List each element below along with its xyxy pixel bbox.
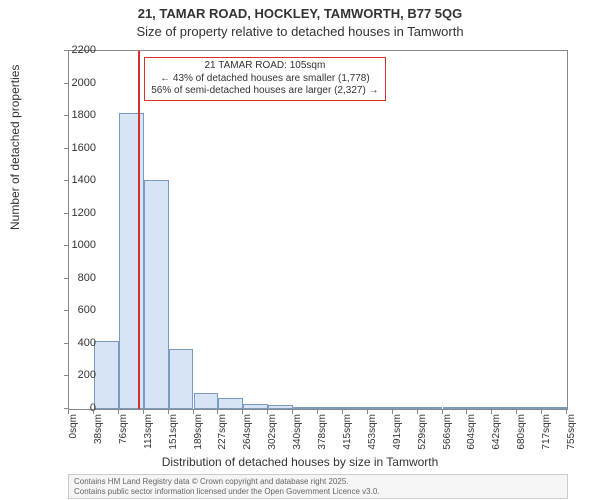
y-axis-label: Number of detached properties <box>8 65 22 230</box>
y-tick-mark <box>64 148 68 149</box>
plot-area: 21 TAMAR ROAD: 105sqm ← 43% of detached … <box>68 50 568 410</box>
x-tick-label: 566sqm <box>442 414 453 454</box>
title-line2: Size of property relative to detached ho… <box>0 24 600 39</box>
y-tick-label: 1600 <box>56 142 96 154</box>
annotation-box: 21 TAMAR ROAD: 105sqm ← 43% of detached … <box>144 57 385 101</box>
histogram-bar <box>368 407 393 409</box>
y-tick-label: 1200 <box>56 207 96 219</box>
x-tick-label: 76sqm <box>118 414 129 454</box>
histogram-bar <box>517 407 542 409</box>
histogram-bar <box>542 407 567 409</box>
histogram-bar <box>393 407 418 409</box>
y-tick-label: 800 <box>56 272 96 284</box>
histogram-bar <box>443 407 468 409</box>
annotation-line2: ← 43% of detached houses are smaller (1,… <box>151 73 378 86</box>
histogram-bar <box>467 407 492 409</box>
title-line1: 21, TAMAR ROAD, HOCKLEY, TAMWORTH, B77 5… <box>0 6 600 21</box>
histogram-bar <box>318 407 343 409</box>
histogram-bar <box>492 407 517 409</box>
histogram-bar <box>194 393 219 409</box>
x-tick-label: 642sqm <box>491 414 502 454</box>
y-tick-mark <box>64 278 68 279</box>
x-tick-label: 302sqm <box>267 414 278 454</box>
y-tick-label: 600 <box>56 304 96 316</box>
y-tick-mark <box>64 213 68 214</box>
histogram-bar <box>293 407 318 409</box>
x-tick-label: 0sqm <box>68 414 79 454</box>
y-tick-mark <box>64 245 68 246</box>
y-tick-label: 1800 <box>56 109 96 121</box>
y-tick-label: 1400 <box>56 174 96 186</box>
x-tick-label: 604sqm <box>466 414 477 454</box>
x-tick-label: 415sqm <box>342 414 353 454</box>
x-tick-label: 113sqm <box>143 414 154 454</box>
annotation-line1: 21 TAMAR ROAD: 105sqm <box>151 60 378 73</box>
histogram-bar <box>169 349 194 409</box>
y-tick-mark <box>64 408 68 409</box>
histogram-bar <box>218 398 243 409</box>
footer-line1: Contains HM Land Registry data © Crown c… <box>74 477 562 487</box>
x-tick-label: 453sqm <box>367 414 378 454</box>
marker-line <box>138 51 140 409</box>
x-tick-label: 189sqm <box>193 414 204 454</box>
y-tick-mark <box>64 180 68 181</box>
x-tick-label: 491sqm <box>392 414 403 454</box>
x-axis-label: Distribution of detached houses by size … <box>0 455 600 469</box>
y-tick-mark <box>64 310 68 311</box>
x-tick-label: 717sqm <box>541 414 552 454</box>
histogram-bar <box>243 404 268 409</box>
x-tick-label: 755sqm <box>566 414 577 454</box>
y-tick-label: 2200 <box>56 44 96 56</box>
x-tick-label: 38sqm <box>93 414 104 454</box>
x-tick-label: 227sqm <box>217 414 228 454</box>
y-tick-label: 1000 <box>56 239 96 251</box>
y-tick-mark <box>64 83 68 84</box>
y-tick-mark <box>64 115 68 116</box>
x-tick-label: 529sqm <box>417 414 428 454</box>
x-tick-label: 340sqm <box>292 414 303 454</box>
y-tick-label: 400 <box>56 337 96 349</box>
y-tick-label: 0 <box>56 402 96 414</box>
histogram-bar <box>94 341 119 409</box>
x-tick-label: 264sqm <box>242 414 253 454</box>
footer-line2: Contains public sector information licen… <box>74 487 562 497</box>
annotation-line3: 56% of semi-detached houses are larger (… <box>151 85 378 98</box>
x-tick-label: 680sqm <box>516 414 527 454</box>
histogram-bar <box>268 405 293 409</box>
x-tick-label: 151sqm <box>168 414 179 454</box>
footer-box: Contains HM Land Registry data © Crown c… <box>68 474 568 499</box>
y-tick-mark <box>64 343 68 344</box>
y-tick-mark <box>64 50 68 51</box>
histogram-bar <box>144 180 169 409</box>
y-tick-label: 2000 <box>56 77 96 89</box>
y-tick-label: 200 <box>56 369 96 381</box>
x-tick-label: 378sqm <box>317 414 328 454</box>
histogram-bar <box>418 407 443 409</box>
y-tick-mark <box>64 375 68 376</box>
histogram-bar <box>343 407 368 409</box>
